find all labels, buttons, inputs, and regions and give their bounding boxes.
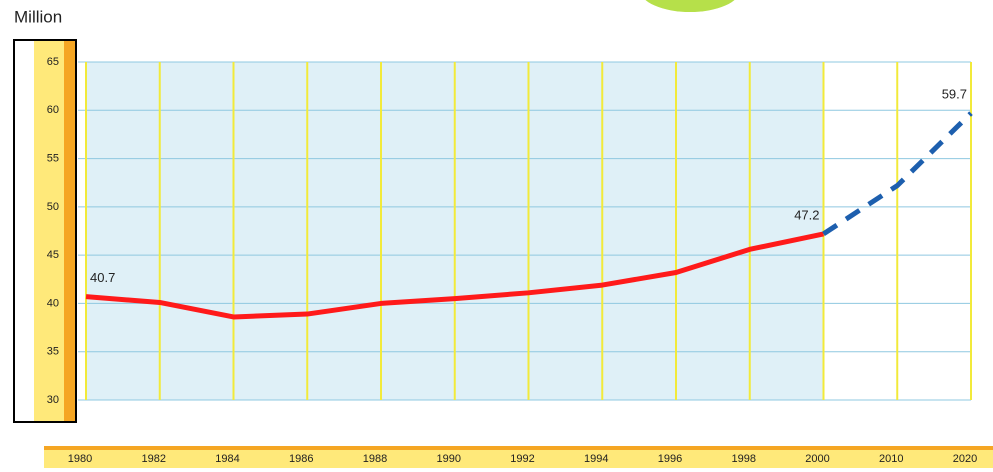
x-tick-label: 2000 [805, 453, 829, 465]
data-label: 47.2 [794, 207, 819, 222]
data-label: 40.7 [90, 270, 115, 285]
y-tick-label: 45 [47, 249, 59, 261]
y-tick-label: 40 [47, 297, 59, 309]
x-tick-label: 1992 [510, 453, 534, 465]
x-tick-label: 1980 [68, 453, 92, 465]
x-tick-label: 2020 [953, 453, 977, 465]
x-tick-label: 1982 [142, 453, 166, 465]
y-tick-label: 30 [47, 394, 59, 406]
x-tick-label: 1984 [215, 453, 239, 465]
chart: Million 30 35 40 45 50 55 60 65 1980 1982 1984 1986… [0, 0, 993, 472]
data-label: 59.7 [942, 87, 967, 102]
x-tick-label: 1996 [658, 453, 682, 465]
y-tick-label: 60 [47, 104, 59, 116]
decoration [640, 0, 740, 12]
y-tick-label: 65 [47, 56, 59, 68]
y-tick-label: 35 [47, 346, 59, 358]
x-axis-stripe [44, 446, 993, 450]
y-axis-title: Million [14, 7, 62, 26]
x-tick-label: 1988 [363, 453, 387, 465]
x-tick-label: 1994 [584, 453, 608, 465]
y-axis-stripe [64, 41, 75, 421]
x-tick-label: 1990 [437, 453, 461, 465]
x-tick-label: 1986 [289, 453, 313, 465]
y-axis-band [34, 41, 64, 421]
y-tick-label: 50 [47, 201, 59, 213]
x-tick-label: 2010 [879, 453, 903, 465]
y-tick-label: 55 [47, 152, 59, 164]
x-tick-label: 1998 [732, 453, 756, 465]
